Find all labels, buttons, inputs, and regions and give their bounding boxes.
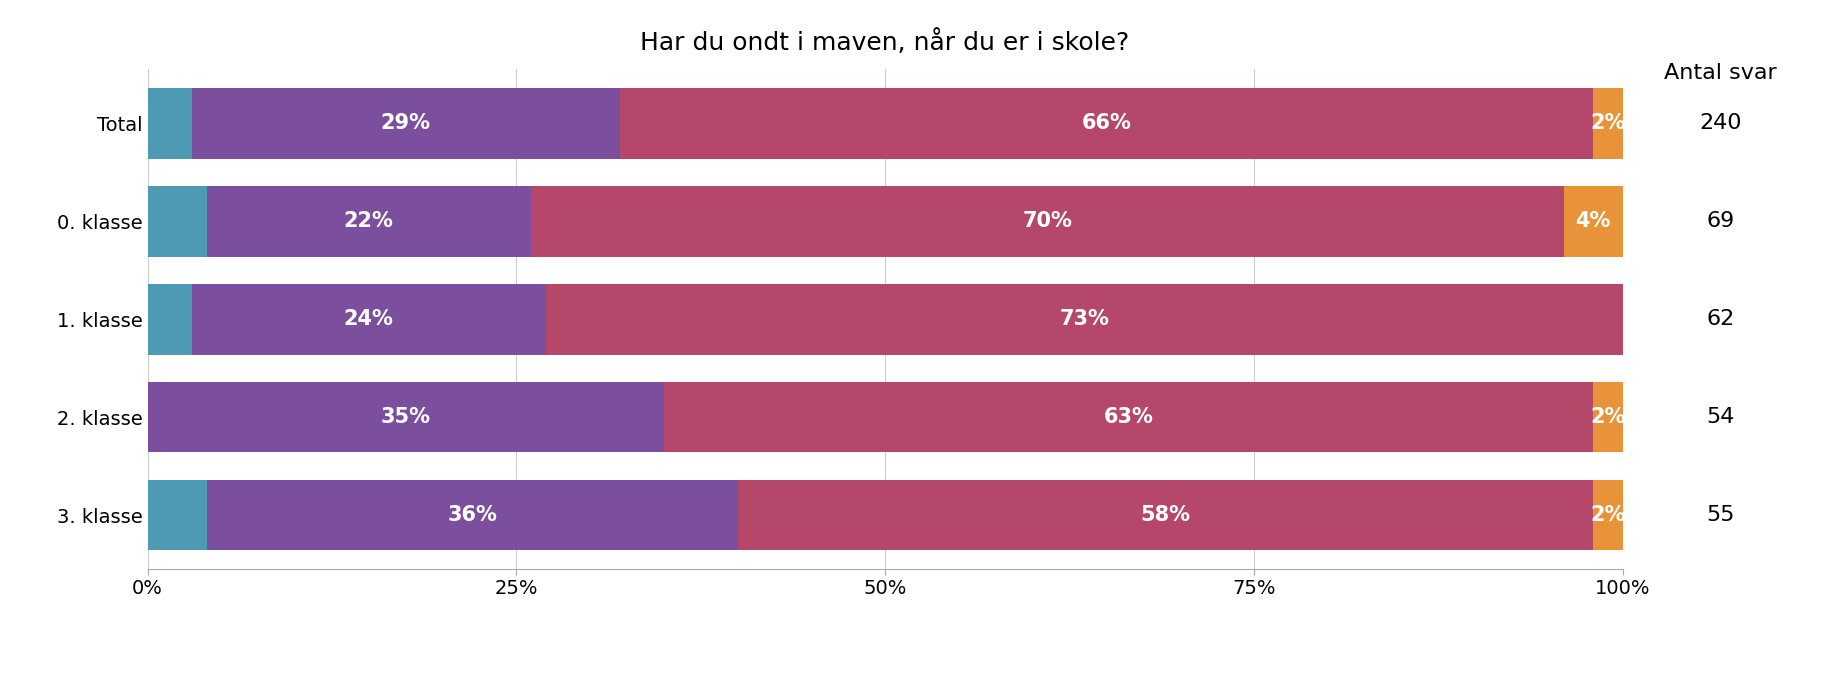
Bar <box>192 284 546 355</box>
Text: 54: 54 <box>1706 407 1735 428</box>
Text: Antal svar: Antal svar <box>1663 63 1778 83</box>
Bar <box>664 382 1593 452</box>
Bar <box>192 88 620 158</box>
Text: 55: 55 <box>1706 505 1735 525</box>
Text: 73%: 73% <box>1058 310 1110 329</box>
Text: 63%: 63% <box>1103 407 1154 428</box>
Text: 24%: 24% <box>343 310 395 329</box>
Bar <box>738 480 1593 550</box>
Text: 62: 62 <box>1706 310 1735 329</box>
Bar <box>531 186 1564 257</box>
Bar <box>1593 382 1623 452</box>
Bar <box>207 480 738 550</box>
Title: Har du ondt i maven, når du er i skole?: Har du ondt i maven, når du er i skole? <box>640 29 1130 55</box>
Bar <box>1564 186 1623 257</box>
Text: 240: 240 <box>1698 113 1743 133</box>
Bar <box>148 284 192 355</box>
Text: 4%: 4% <box>1575 211 1612 231</box>
Bar <box>207 186 531 257</box>
Text: 58%: 58% <box>1140 505 1191 525</box>
Bar <box>148 88 192 158</box>
Text: 2%: 2% <box>1590 113 1626 133</box>
Bar <box>148 480 207 550</box>
Bar <box>620 88 1593 158</box>
Text: 22%: 22% <box>343 211 395 231</box>
Bar <box>148 382 664 452</box>
Text: 35%: 35% <box>380 407 431 428</box>
Bar <box>148 186 207 257</box>
Text: 70%: 70% <box>1022 211 1073 231</box>
Text: 2%: 2% <box>1590 407 1626 428</box>
Text: 2%: 2% <box>1590 505 1626 525</box>
Text: 36%: 36% <box>446 505 498 525</box>
Bar <box>1593 480 1623 550</box>
Legend: Ja, tit, Ja, nogle gange, Nej, Ønsker ikke at svare: Ja, tit, Ja, nogle gange, Nej, Ønsker ik… <box>398 689 1224 694</box>
Bar <box>546 284 1623 355</box>
Text: 69: 69 <box>1706 211 1735 231</box>
Bar <box>1593 88 1623 158</box>
Text: 66%: 66% <box>1081 113 1132 133</box>
Text: 29%: 29% <box>380 113 431 133</box>
